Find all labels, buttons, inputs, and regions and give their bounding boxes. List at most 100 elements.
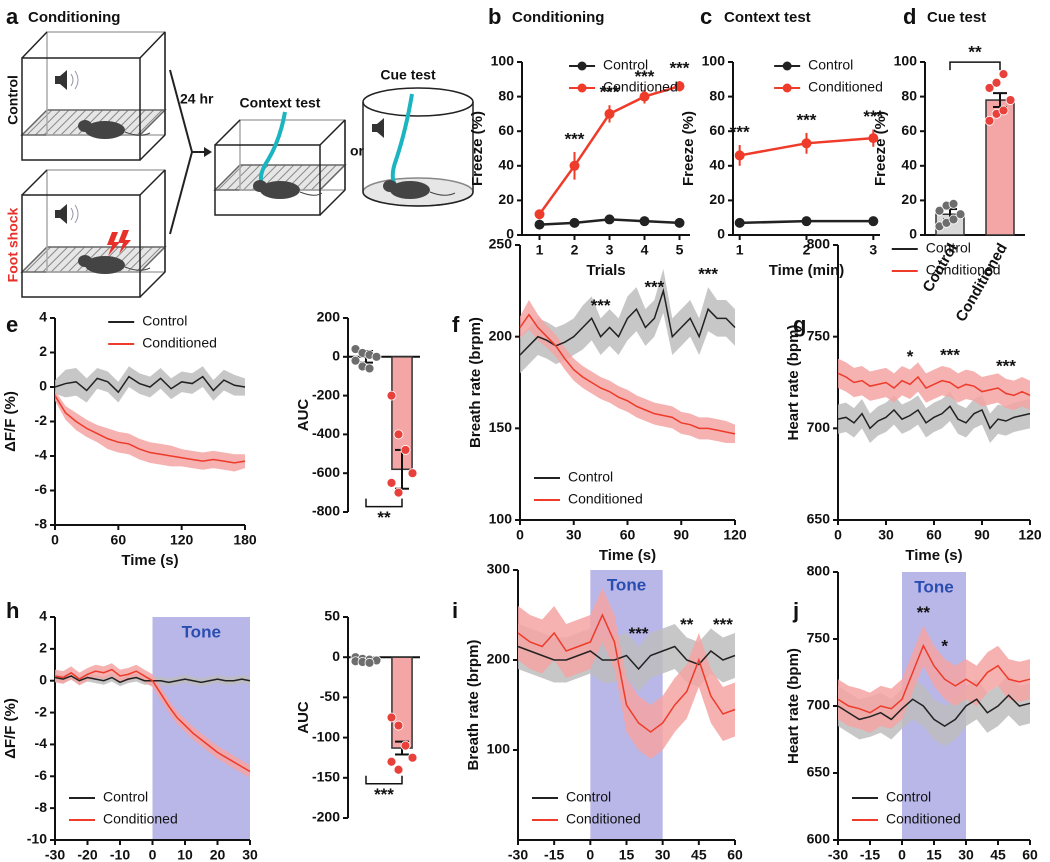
sem-band [520, 268, 735, 374]
data-point [407, 468, 418, 479]
y-tick-label: -800 [312, 503, 340, 519]
shock-icon [107, 230, 131, 256]
x-tick-label: -15 [544, 847, 564, 862]
x-tick-label: 60 [926, 527, 942, 543]
y-tick-label: 200 [317, 309, 341, 325]
marker [868, 133, 879, 144]
chart-title: Conditioning [512, 9, 604, 26]
significance: ** [968, 43, 982, 62]
x-tick-label: 30 [242, 847, 258, 862]
significance: *** [591, 296, 611, 315]
data-point [984, 115, 995, 126]
y-tick-label: -6 [35, 481, 48, 497]
x-tick-label: 4 [641, 242, 649, 258]
legend-label: Control [568, 469, 613, 485]
x-axis-label: Time (s) [905, 547, 962, 564]
legend-marker [782, 83, 792, 93]
legend-label: Conditioned [603, 79, 678, 95]
legend-marker [782, 61, 792, 71]
significance: *** [730, 123, 750, 142]
y-axis-label: AUC [295, 701, 312, 734]
y-tick-label: 0 [39, 378, 47, 394]
data-point [371, 351, 382, 362]
tone-label: Tone [914, 577, 953, 596]
x-tick-label: 0 [898, 847, 906, 862]
y-tick-label: 4 [39, 309, 47, 325]
y-tick-label: 100 [702, 53, 726, 69]
marker [604, 108, 615, 119]
y-tick-label: 650 [807, 511, 831, 527]
box-control [20, 31, 167, 161]
x-tick-label: 30 [958, 847, 974, 862]
mouse [78, 120, 151, 139]
series-line [519, 313, 736, 435]
data-point [400, 445, 411, 455]
panel-label: e [6, 312, 18, 337]
significance-bracket [365, 498, 403, 508]
x-axis-label: Time (s) [599, 547, 656, 564]
x-tick-label: 30 [878, 527, 894, 543]
panel-label: j [792, 598, 799, 623]
data-point [400, 740, 411, 751]
significance: *** [698, 265, 718, 284]
y-tick-label: 300 [487, 561, 511, 577]
y-axis-label: AUC [295, 399, 312, 432]
x-tick-label: 60 [111, 532, 127, 548]
y-tick-label: 200 [487, 651, 511, 667]
significance: *** [797, 110, 817, 129]
x-tick-label: -30 [508, 847, 528, 862]
x-tick-label: 0 [586, 847, 594, 862]
y-tick-label: 650 [807, 764, 831, 780]
speaker [372, 118, 384, 138]
y-tick-label: 100 [489, 511, 513, 527]
sem-band [838, 625, 1030, 733]
condition-label: Foot shock [5, 207, 21, 282]
sem-band [518, 588, 735, 759]
significance: * [907, 347, 914, 366]
significance: *** [644, 277, 664, 296]
panel-label: i [452, 598, 458, 623]
diagram-title: Conditioning [28, 9, 120, 26]
marker [674, 81, 685, 92]
y-tick-label: 80 [901, 87, 917, 103]
x-tick-label: 3 [606, 242, 614, 258]
sem-band [55, 366, 245, 403]
series-line [837, 405, 1031, 430]
fiber [258, 111, 287, 186]
legend-label: Conditioned [886, 811, 961, 827]
marker [801, 216, 812, 227]
legend-label: Control [603, 57, 648, 73]
y-tick-label: 750 [807, 630, 831, 646]
x-tick-label: -10 [110, 847, 130, 862]
y-tick-label: -6 [35, 767, 48, 783]
panel-label: f [452, 312, 460, 337]
y-axis-label: ΔF/F (%) [2, 698, 19, 759]
marker [639, 216, 650, 227]
y-tick-label: 60 [709, 122, 725, 138]
data-point [393, 429, 404, 440]
data-point [393, 764, 404, 775]
y-tick-label: 80 [709, 87, 725, 103]
y-tick-label: -2 [35, 412, 48, 428]
legend-label: Control [926, 240, 971, 256]
significance-bracket [365, 775, 403, 785]
schematic: a Conditioning Control Foot shock 24 hr [5, 4, 474, 298]
significance: ** [917, 603, 931, 622]
marker [534, 209, 545, 220]
legend-label: Conditioned [103, 811, 178, 827]
marker [868, 216, 879, 227]
data-point [364, 657, 375, 668]
x-tick-label: 120 [1018, 527, 1042, 543]
significance: ** [680, 615, 694, 634]
data-point [393, 487, 404, 498]
marker [569, 217, 580, 228]
marker [801, 138, 812, 149]
y-axis-label: Breath rate (brpm) [465, 640, 482, 771]
y-tick-label: 2 [39, 640, 47, 656]
y-tick-label: 20 [901, 191, 917, 207]
legend-label: Conditioned [566, 811, 641, 827]
legend-label: Conditioned [568, 491, 643, 507]
legend-label: Control [808, 57, 853, 73]
y-tick-label: -200 [312, 809, 340, 825]
mouse [383, 180, 456, 199]
